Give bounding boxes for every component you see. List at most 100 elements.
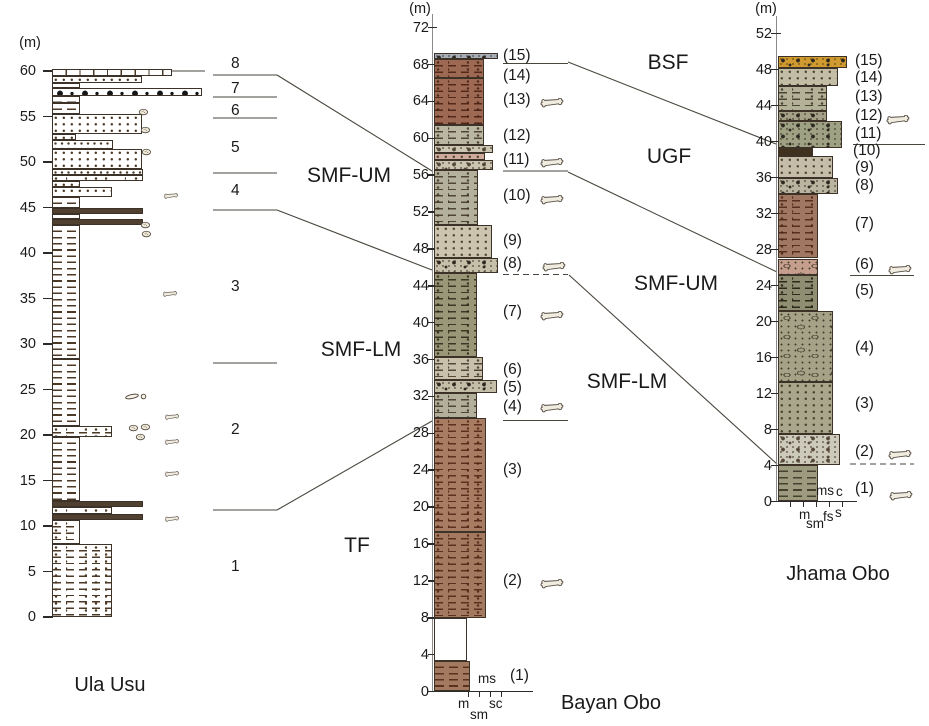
column-title-jhama-obo: Jhama Obo xyxy=(786,563,890,585)
depth-tick-label: 35 xyxy=(19,290,36,307)
depth-tick xyxy=(771,32,781,35)
depth-tick xyxy=(43,343,53,345)
grain-size-tick xyxy=(829,501,831,507)
grain-size-label: sm xyxy=(806,516,824,531)
layer-bayan-obo-11 xyxy=(434,159,493,170)
layer-bayan-obo-3 xyxy=(434,418,486,532)
layer-jhama-obo-8 xyxy=(778,178,838,194)
column-title-bayan-obo: Bayan Obo xyxy=(560,692,662,714)
depth-axis-line-jhama-obo xyxy=(775,16,778,502)
layer-jhama-obo-3 xyxy=(778,381,833,434)
depth-tick-label: 20 xyxy=(19,427,36,443)
bone-icon xyxy=(162,284,178,302)
unit-label-jhama-obo: (9) xyxy=(855,159,874,176)
egg-icon xyxy=(138,104,149,122)
grain-size-label: m xyxy=(458,696,470,711)
depth-tick xyxy=(428,26,437,29)
grain-size-label: s xyxy=(835,505,842,520)
layer-ula-usu-7 xyxy=(52,82,80,89)
formation-label: TF xyxy=(344,534,370,557)
layer-ula-usu-6 xyxy=(52,102,80,114)
grain-size-label: c xyxy=(836,484,843,499)
unit-label-jhama-obo: (11) xyxy=(855,125,882,142)
depth-tick-label: 20 xyxy=(412,499,429,516)
layer-ula-usu-4 xyxy=(52,208,143,214)
bone-icon xyxy=(539,95,565,113)
layer-ula-usu-5 xyxy=(52,174,143,182)
depth-tick-label: 5 xyxy=(27,563,36,580)
depth-tick xyxy=(43,297,53,300)
unit-label-jhama-obo: (12) xyxy=(855,107,883,124)
unit-label-jhama-obo: (13) xyxy=(855,88,883,105)
layer-bayan-obo-6 xyxy=(434,356,483,380)
depth-tick xyxy=(771,140,781,143)
depth-tick xyxy=(428,690,437,693)
unit-label-jhama-obo: (3) xyxy=(855,395,874,412)
grain-size-tick xyxy=(803,501,805,507)
layer-jhama-obo-1 xyxy=(778,464,818,502)
unit-label-bayan-obo: (10) xyxy=(503,187,531,204)
depth-tick-label: 40 xyxy=(755,133,772,150)
layer-jhama-obo-11 xyxy=(778,120,842,148)
dot-icon xyxy=(140,387,147,405)
depth-tick-label: 56 xyxy=(412,167,429,184)
layer-bayan-obo-4 xyxy=(434,393,477,419)
layer-ula-usu-5 xyxy=(52,133,76,141)
layer-ula-usu-2 xyxy=(52,501,143,507)
column-title-ula-usu: Ula Usu xyxy=(74,674,146,696)
layer-ula-usu-3 xyxy=(52,224,80,359)
layer-jhama-obo-13 xyxy=(778,85,827,111)
depth-unit-label-bayan-obo: (m) xyxy=(409,1,431,17)
unit-label-bayan-obo: (8) xyxy=(503,255,522,272)
grain-size-tick xyxy=(501,691,503,697)
layer-ula-usu-1 xyxy=(52,544,112,617)
depth-tick xyxy=(771,464,781,467)
oval-icon xyxy=(124,387,140,405)
depth-tick xyxy=(428,395,437,398)
depth-tick xyxy=(428,432,437,435)
unit-label-bayan-obo: (15) xyxy=(503,47,531,64)
unit-label-bayan-obo: (9) xyxy=(503,232,522,249)
bone-icon xyxy=(541,259,567,277)
layer-jhama-obo-14 xyxy=(778,67,838,86)
depth-tick xyxy=(771,284,781,287)
layer-bayan-obo-14 xyxy=(434,59,484,79)
depth-tick xyxy=(428,174,437,176)
depth-tick-label: 48 xyxy=(412,240,429,257)
layer-bayan-obo-11 xyxy=(434,145,493,154)
egg-icon xyxy=(140,419,151,437)
depth-tick-label: 44 xyxy=(412,277,429,294)
depth-tick xyxy=(771,428,781,431)
egg-icon xyxy=(135,429,146,447)
depth-tick-label: 30 xyxy=(19,336,36,352)
layer-ula-usu-5 xyxy=(52,149,142,170)
depth-tick xyxy=(43,525,53,527)
unit-label-bayan-obo: (11) xyxy=(503,151,530,168)
depth-tick-label: 55 xyxy=(19,108,36,125)
unit-label-bayan-obo: (2) xyxy=(503,572,522,589)
depth-tick-label: 4 xyxy=(420,646,429,663)
depth-tick xyxy=(428,211,437,213)
depth-tick-label: 36 xyxy=(412,351,429,368)
depth-tick-label: 52 xyxy=(755,25,772,42)
formation-label: SMF-UM xyxy=(307,164,391,187)
depth-tick-label: 64 xyxy=(412,93,429,110)
unit-label-bayan-obo: (13) xyxy=(503,91,531,108)
unit-label-ula-usu: 7 xyxy=(231,80,240,97)
depth-tick-label: 28 xyxy=(755,241,772,258)
depth-tick xyxy=(43,388,53,391)
depth-tick-label: 24 xyxy=(412,462,429,479)
bone-icon xyxy=(539,308,565,326)
depth-tick-label: 20 xyxy=(755,313,772,330)
bone-icon xyxy=(164,432,180,450)
layer-ula-usu-4 xyxy=(52,181,80,187)
unit-label-jhama-obo: (6) xyxy=(855,256,874,273)
depth-tick-label: 25 xyxy=(19,381,36,398)
depth-tick xyxy=(771,104,781,107)
layer-ula-usu-2 xyxy=(52,425,112,437)
unit-label-ula-usu: 2 xyxy=(231,421,240,438)
grain-size-label: sm xyxy=(470,707,488,722)
depth-tick xyxy=(43,570,53,573)
unit-label-jhama-obo: (14) xyxy=(855,69,883,86)
layer-ula-usu-2 xyxy=(52,514,143,520)
